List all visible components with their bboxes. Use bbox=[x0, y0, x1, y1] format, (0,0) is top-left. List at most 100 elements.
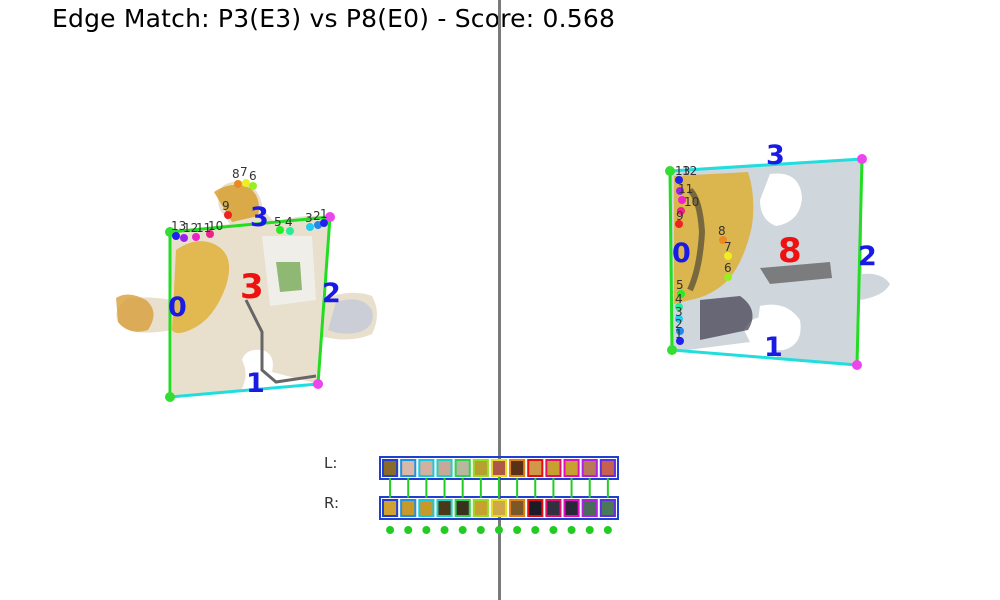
right-sample-point bbox=[724, 252, 732, 260]
right-point-label: 7 bbox=[724, 240, 732, 254]
right-corner bbox=[852, 360, 862, 370]
left-corner bbox=[325, 212, 335, 222]
match-indicator-dot bbox=[585, 526, 594, 534]
left-strip-cell bbox=[490, 459, 508, 477]
left-sample-point bbox=[192, 233, 200, 241]
left-strip-cell bbox=[418, 459, 435, 477]
right-point-label: 2 bbox=[675, 317, 683, 331]
left-strip-cell bbox=[454, 459, 471, 477]
right-point-label: 9 bbox=[676, 209, 684, 223]
right-strip-cell bbox=[490, 499, 508, 517]
left-point-label: 5 bbox=[274, 215, 282, 229]
right-strip-cell bbox=[436, 499, 453, 517]
left-strip-cell bbox=[563, 459, 580, 477]
left-point-label: 3 bbox=[305, 211, 313, 225]
right-point-label: 5 bbox=[676, 278, 684, 292]
right-strip-cell bbox=[400, 499, 417, 517]
left-piece-right-tab bbox=[328, 299, 373, 334]
right-sample-point bbox=[676, 327, 684, 335]
right-point-label: 4 bbox=[675, 292, 683, 306]
right-piece-dark-area bbox=[700, 296, 753, 340]
page-title: Edge Match: P3(E3) vs P8(E0) - Score: 0.… bbox=[52, 4, 616, 33]
left-piece-green-detail bbox=[276, 262, 302, 292]
left-sample-point bbox=[286, 227, 294, 235]
right-point-label: 1 bbox=[675, 327, 683, 341]
center-divider bbox=[498, 0, 501, 600]
right-corner bbox=[667, 345, 677, 355]
right-strip-cell bbox=[581, 499, 598, 517]
left-sample-point bbox=[306, 223, 314, 231]
right-piece: 13 12 11 10 9 8 7 6 5 4 3 2 1 0 1 2 3 8 bbox=[665, 140, 890, 370]
left-strip-cell bbox=[509, 459, 526, 477]
left-sample-point bbox=[242, 179, 250, 187]
right-sample-point bbox=[675, 315, 683, 323]
left-point-label: 10 bbox=[208, 219, 223, 233]
left-sample-point bbox=[224, 211, 232, 219]
right-point-label: 10 bbox=[684, 195, 699, 209]
left-sample-point bbox=[172, 232, 180, 240]
left-sample-point bbox=[206, 230, 214, 238]
match-indicator-dot bbox=[458, 526, 467, 534]
right-edge-1 bbox=[671, 348, 858, 367]
left-piece-id-label: 3 bbox=[240, 267, 264, 307]
left-edge-1 bbox=[169, 382, 319, 399]
right-strip-cell bbox=[545, 499, 562, 517]
right-point-label: 8 bbox=[718, 224, 726, 238]
right-point-label: 12 bbox=[682, 164, 697, 178]
left-strip-label: L: bbox=[324, 454, 338, 472]
right-strip-cell bbox=[599, 499, 616, 517]
right-piece-hole-bottom bbox=[756, 304, 801, 351]
left-strip-cell bbox=[472, 459, 489, 477]
left-edge-2 bbox=[316, 216, 332, 385]
left-edge-label-3: 3 bbox=[250, 202, 269, 233]
left-sample-point bbox=[234, 180, 242, 188]
right-edge-2 bbox=[855, 158, 864, 366]
left-point-label: 2 bbox=[313, 209, 321, 223]
right-strip-cell bbox=[382, 499, 399, 517]
left-point-label: 4 bbox=[285, 215, 293, 229]
right-strip-cell bbox=[418, 499, 435, 517]
left-corner bbox=[313, 379, 323, 389]
right-piece-hole-top bbox=[760, 173, 802, 226]
right-sample-point bbox=[724, 273, 732, 281]
right-sample-point bbox=[678, 196, 686, 204]
right-sample-point bbox=[677, 207, 685, 215]
left-piece-yellow-area bbox=[172, 241, 230, 333]
right-piece-id-label: 8 bbox=[778, 231, 802, 271]
right-sample-point bbox=[719, 236, 727, 244]
right-edge-label-1: 1 bbox=[764, 332, 783, 363]
left-point-label: 1 bbox=[320, 207, 328, 221]
left-sample-point bbox=[180, 234, 188, 242]
match-indicator-dot bbox=[440, 526, 449, 534]
left-sample-point bbox=[249, 182, 257, 190]
left-point-label: 6 bbox=[249, 169, 257, 183]
left-piece-top-tab bbox=[214, 184, 259, 222]
left-strip-cell bbox=[527, 459, 544, 477]
left-piece: 13 12 11 10 9 8 7 6 5 4 3 2 1 0 1 2 3 3 bbox=[116, 165, 377, 402]
right-sample-point bbox=[677, 290, 685, 298]
left-strip-cell bbox=[400, 459, 417, 477]
right-sample-point bbox=[675, 220, 683, 228]
match-indicator-dot bbox=[549, 526, 558, 534]
right-sample-point bbox=[675, 303, 683, 311]
color-strips bbox=[379, 456, 619, 534]
right-piece-dark-stroke bbox=[687, 187, 706, 292]
match-indicator-dot bbox=[603, 526, 612, 534]
left-strip-cell bbox=[545, 459, 562, 477]
right-strip-label: R: bbox=[324, 494, 340, 512]
left-point-label: 9 bbox=[222, 199, 230, 213]
right-point-label: 3 bbox=[675, 305, 683, 319]
left-strip-cell bbox=[436, 459, 453, 477]
right-corner bbox=[857, 154, 867, 164]
right-edge-label-3: 3 bbox=[766, 140, 785, 171]
right-edge-0 bbox=[668, 170, 674, 351]
left-point-label: 8 bbox=[232, 167, 240, 181]
left-sample-point bbox=[276, 226, 284, 234]
left-strip-cell bbox=[382, 459, 399, 477]
left-point-label: 11 bbox=[196, 221, 211, 235]
match-indicator-dot bbox=[422, 526, 431, 534]
right-piece-detail bbox=[760, 262, 832, 284]
left-strip-cell bbox=[599, 459, 616, 477]
right-strip-cell bbox=[563, 499, 580, 517]
